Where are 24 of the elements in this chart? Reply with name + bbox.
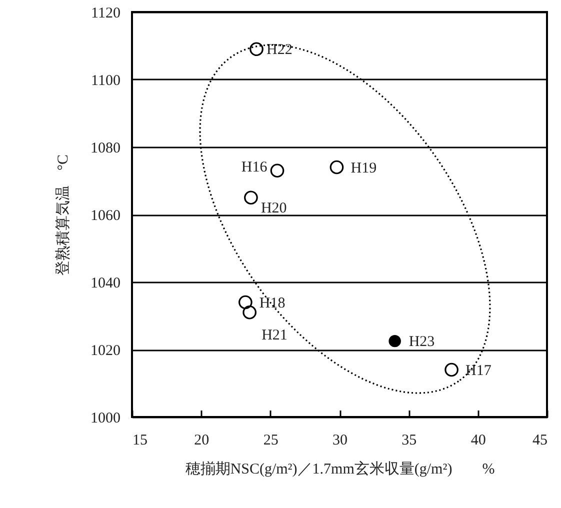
annotation: H21 bbox=[262, 327, 288, 344]
y-tick-label: 1120 bbox=[91, 6, 120, 22]
annotation: H19 bbox=[350, 160, 377, 176]
y-tick-label: 1040 bbox=[90, 276, 120, 292]
x-tick-label: 30 bbox=[332, 432, 348, 448]
x-axis-title: 穂揃期NSC(g/m²)／1.7mm玄米収量(g/m²) % bbox=[185, 460, 495, 478]
y-tick-label: 1100 bbox=[91, 73, 120, 89]
x-tick-label: 35 bbox=[402, 432, 417, 448]
y-tick-label: 1000 bbox=[90, 410, 120, 426]
x-tick-label: 25 bbox=[263, 432, 278, 448]
annotation: H17 bbox=[466, 362, 492, 379]
x-tick-label: 15 bbox=[132, 432, 148, 448]
annotation: H23 bbox=[408, 334, 435, 350]
y-tick-label: 1060 bbox=[90, 208, 120, 224]
x-tick-label: 20 bbox=[194, 432, 210, 448]
y-axis-title: 登熟積算気温 °C bbox=[54, 154, 72, 276]
annotation: H22 bbox=[266, 42, 292, 58]
annotation: H16 bbox=[241, 160, 268, 176]
x-tick-label: 45 bbox=[532, 432, 548, 448]
x-tick-label: 40 bbox=[470, 432, 486, 448]
y-tick-label: 1020 bbox=[90, 343, 120, 359]
annotation: H18 bbox=[259, 295, 286, 312]
y-tick-label: 1080 bbox=[90, 140, 120, 156]
annotation: H20 bbox=[260, 200, 287, 217]
